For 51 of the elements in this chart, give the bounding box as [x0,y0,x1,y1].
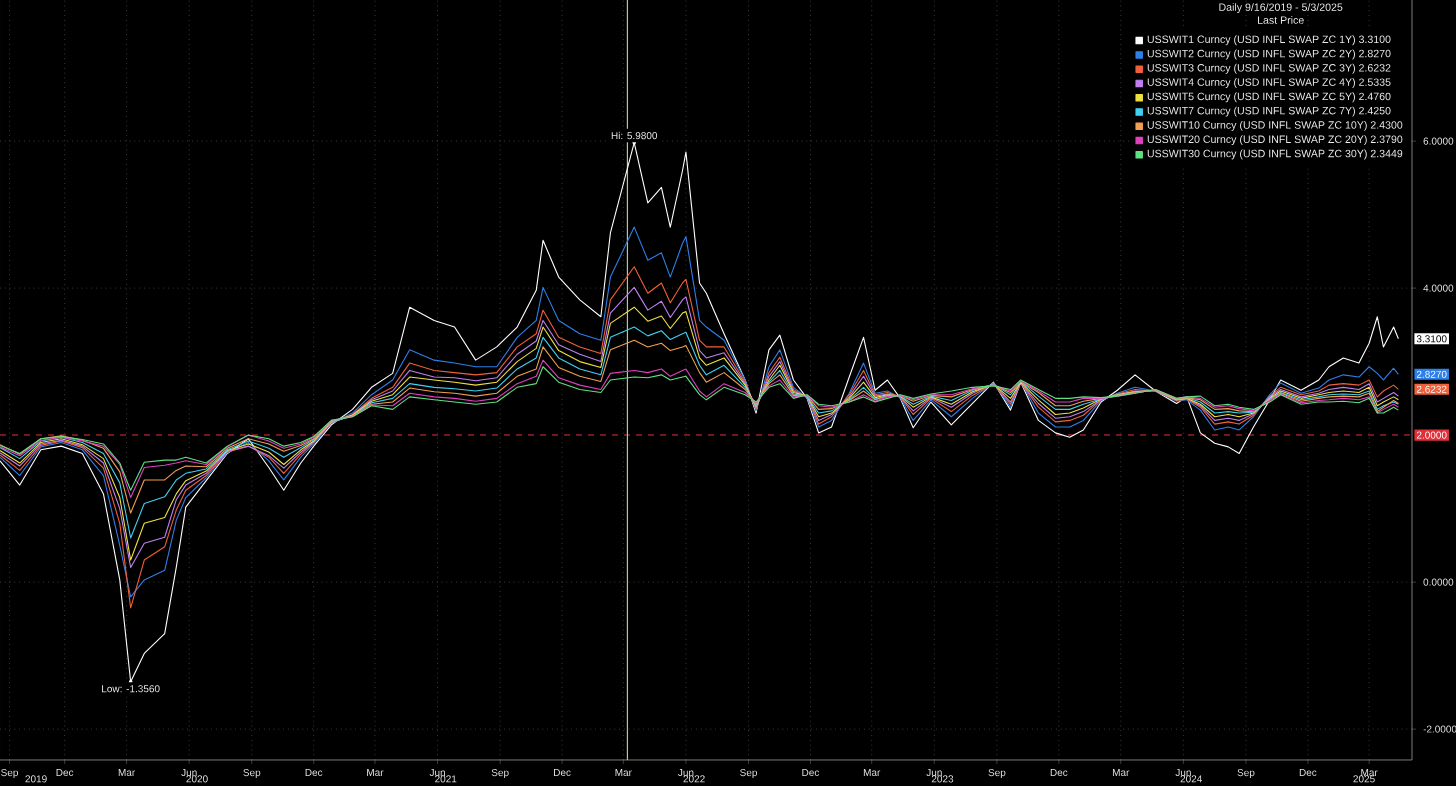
x-tick-label: Sep [740,769,758,779]
legend-label: USSWIT5 Curncy (USD INFL SWAP ZC 5Y) 2.4760 [1147,92,1391,103]
y-tick-label: -2.0000 [1423,725,1456,733]
x-tick-label: Jun [429,769,445,777]
legend-label: USSWIT7 Curncy (USD INFL SWAP ZC 7Y) 2.4250 [1147,106,1391,117]
x-tick-label: Dec [305,769,323,777]
legend-label: USSWIT3 Curncy (USD INFL SWAP ZC 3Y) 2.6232 [1147,63,1391,74]
text: 2020 [186,775,208,783]
x-tick-label: Sep [1237,769,1255,779]
x-tick-label: Dec [802,769,820,777]
legend-label: USSWIT30 Curncy (USD INFL SWAP ZC 30Y) 2.3449 [1147,149,1403,160]
x-tick-label: Jun [678,769,694,777]
x-tick-label: Sep [243,769,261,779]
text: 2024 [1180,775,1203,783]
legend-label: USSWIT1 Curncy (USD INFL SWAP ZC 1Y) 3.3100 [1147,35,1391,46]
x-tick-label: Mar [367,769,384,777]
text: Last Price [1258,16,1304,24]
ref-line-label: 2.0000 [1416,431,1447,439]
x-tick-label: Dec [554,769,571,777]
x-tick-label: Jun [926,769,942,777]
data-label: 3.3100 [1416,335,1447,343]
x-tick-label: Mar [1112,769,1130,777]
legend-label: USSWIT20 Curncy (USD INFL SWAP ZC 20Y) 2.3790 [1147,135,1403,146]
x-tick-label: Jun [181,769,197,777]
x-tick-label: Mar [1361,769,1378,777]
x-tick-label: Mar [863,769,881,777]
y-tick-label: 6.0000 [1423,137,1454,145]
annotation: Low: -1.3560 [102,685,160,693]
x-tick-label: Sep [1,769,19,779]
text: 2022 [683,775,705,783]
x-tick-label: Sep [988,769,1006,779]
text: 2025 [1353,775,1375,783]
data-label: 2.6232 [1416,385,1447,393]
chart-title: Daily 9/16/2019 - 5/3/2025 [1219,3,1343,14]
x-tick-label: Mar [118,769,136,777]
y-tick-label: 4.0000 [1423,284,1454,292]
legend-label: USSWIT4 Curncy (USD INFL SWAP ZC 4Y) 2.5335 [1147,78,1391,88]
x-tick-label: Dec [56,769,74,777]
text: 2019 [25,775,47,783]
y-tick-label: 0.0000 [1423,578,1454,586]
legend-label: USSWIT2 Curncy (USD INFL SWAP ZC 2Y) 2.8270 [1147,49,1391,60]
legend-label: USSWIT10 Curncy (USD INFL SWAP ZC 10Y) 2.4300 [1147,120,1403,131]
x-tick-label: Dec [1299,769,1317,777]
data-label: 2.8270 [1416,370,1447,378]
x-tick-label: Dec [1050,769,1068,777]
text: 2021 [435,775,457,783]
x-tick-label: Jun [1175,769,1191,777]
text: 2023 [931,775,954,783]
x-tick-label: Sep [491,769,509,779]
x-tick-label: Mar [615,769,632,777]
annotation: Hi: 5.9800 [611,131,658,140]
